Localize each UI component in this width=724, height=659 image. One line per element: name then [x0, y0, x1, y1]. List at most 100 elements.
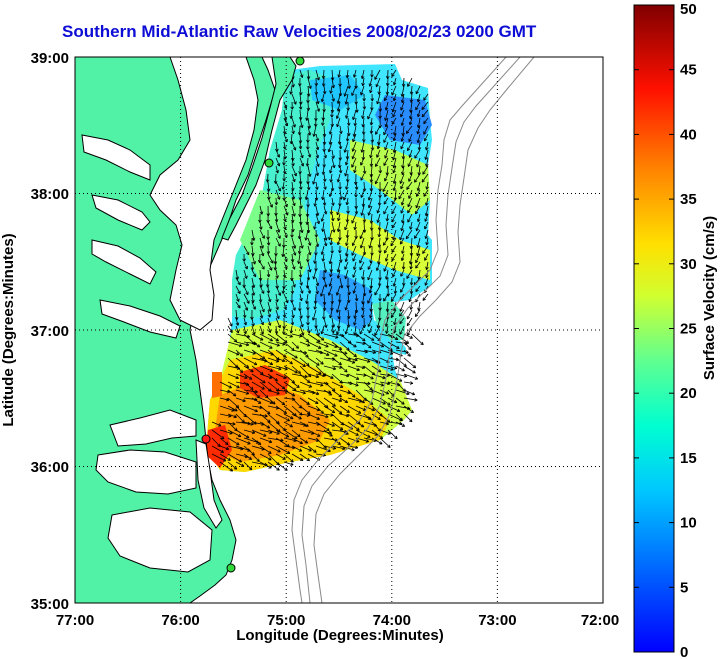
velocity-arrow-head — [292, 290, 295, 294]
velocity-arrow-head — [232, 423, 236, 426]
velocity-arrow — [417, 125, 421, 135]
velocity-arrow — [275, 381, 286, 390]
velocity-arrow — [251, 285, 255, 296]
velocity-arrow-head — [297, 345, 299, 349]
velocity-arrow-head — [376, 101, 378, 105]
velocity-arrow — [275, 301, 279, 310]
velocity-arrow-head — [268, 251, 271, 255]
velocity-arrow-head — [260, 245, 264, 249]
velocity-arrow-head — [354, 315, 357, 319]
velocity-arrow-head — [360, 92, 364, 96]
velocity-arrow — [363, 373, 374, 380]
velocity-arrow — [394, 125, 397, 136]
velocity-arrow — [402, 125, 405, 136]
velocity-arrow — [416, 189, 421, 197]
velocity-arrow — [351, 245, 357, 256]
velocity-arrow-head — [300, 116, 303, 120]
velocity-arrow — [392, 109, 397, 118]
velocity-arrow — [323, 421, 335, 427]
velocity-arrow — [267, 341, 280, 346]
velocity-arrow-head — [300, 181, 303, 185]
velocity-arrow-head — [391, 258, 395, 262]
velocity-arrow — [353, 261, 357, 270]
velocity-arrow-head — [296, 386, 300, 388]
velocity-arrow-head — [269, 457, 272, 461]
velocity-arrow — [347, 333, 360, 337]
velocity-arrow-head — [267, 314, 271, 318]
velocity-arrow — [363, 397, 374, 405]
velocity-arrow-head — [254, 261, 256, 265]
velocity-arrow-head — [277, 343, 280, 346]
velocity-arrow-head — [406, 187, 410, 190]
velocity-arrow — [371, 413, 381, 420]
velocity-arrow — [425, 229, 429, 239]
velocity-arrow-head — [286, 234, 288, 238]
velocity-arrow — [267, 181, 270, 192]
velocity-arrow-head — [392, 157, 396, 161]
velocity-arrow-head — [392, 180, 395, 184]
velocity-arrow-head — [250, 242, 253, 246]
velocity-arrow-head — [371, 401, 374, 405]
velocity-arrow — [345, 109, 349, 119]
velocity-arrow-head — [276, 202, 279, 206]
velocity-arrow-head — [330, 90, 333, 94]
velocity-arrow-head — [356, 211, 359, 215]
velocity-arrow — [391, 221, 397, 229]
velocity-arrow — [345, 181, 349, 190]
velocity-arrow — [401, 117, 405, 126]
velocity-arrow — [235, 453, 248, 458]
velocity-arrow — [291, 245, 296, 256]
velocity-arrow-head — [331, 324, 335, 328]
velocity-arrow — [267, 445, 281, 453]
velocity-arrow-head — [356, 376, 360, 380]
velocity-arrow — [407, 205, 413, 214]
velocity-arrow — [391, 85, 397, 96]
velocity-arrow-head — [383, 269, 387, 272]
velocity-arrow — [219, 429, 233, 434]
velocity-arrow — [291, 349, 307, 354]
velocity-arrow — [355, 205, 357, 215]
velocity-arrow-head — [283, 326, 286, 330]
velocity-arrow-head — [276, 316, 280, 319]
velocity-arrow-head — [313, 300, 316, 304]
velocity-arrow-head — [336, 332, 340, 335]
velocity-arrow-head — [414, 180, 418, 183]
velocity-arrow-head — [322, 277, 325, 281]
velocity-arrow — [315, 325, 320, 336]
velocity-arrow-head — [320, 294, 324, 297]
velocity-arrow-head — [312, 133, 315, 137]
velocity-arrow-head — [424, 219, 428, 222]
radar-stations — [201, 56, 305, 573]
velocity-arrow-head — [393, 321, 395, 325]
velocity-arrow — [347, 133, 349, 142]
velocity-arrow — [403, 381, 413, 384]
velocity-arrow-head — [342, 448, 346, 451]
velocity-arrow — [323, 237, 327, 247]
velocity-arrow — [283, 205, 289, 216]
velocity-arrow — [291, 213, 294, 223]
velocity-arrow-head — [354, 298, 358, 302]
velocity-arrow — [307, 365, 322, 375]
velocity-arrow-head — [359, 245, 362, 249]
velocity-arrow-head — [385, 258, 389, 262]
velocity-arrow-head — [312, 317, 314, 321]
velocity-arrow-head — [299, 334, 303, 337]
velocity-arrow-head — [354, 344, 357, 348]
velocity-arrow-head — [238, 330, 240, 334]
velocity-arrow-head — [302, 393, 306, 395]
velocity-arrow-head — [415, 212, 419, 215]
velocity-arrow — [367, 261, 373, 270]
velocity-arrow-head — [354, 447, 359, 450]
velocity-arrow-head — [306, 181, 309, 185]
velocity-arrow — [410, 221, 413, 230]
velocity-arrow — [416, 221, 421, 232]
velocity-arrow — [323, 173, 326, 182]
velocity-arrow-head — [330, 433, 333, 437]
velocity-arrow — [377, 141, 381, 150]
velocity-arrow-head — [369, 122, 372, 126]
velocity-arrow-head — [326, 324, 328, 328]
velocity-arrow-head — [362, 315, 365, 319]
velocity-arrow — [424, 277, 429, 286]
velocity-arrow-head — [226, 391, 230, 394]
velocity-arrow-head — [318, 339, 321, 343]
